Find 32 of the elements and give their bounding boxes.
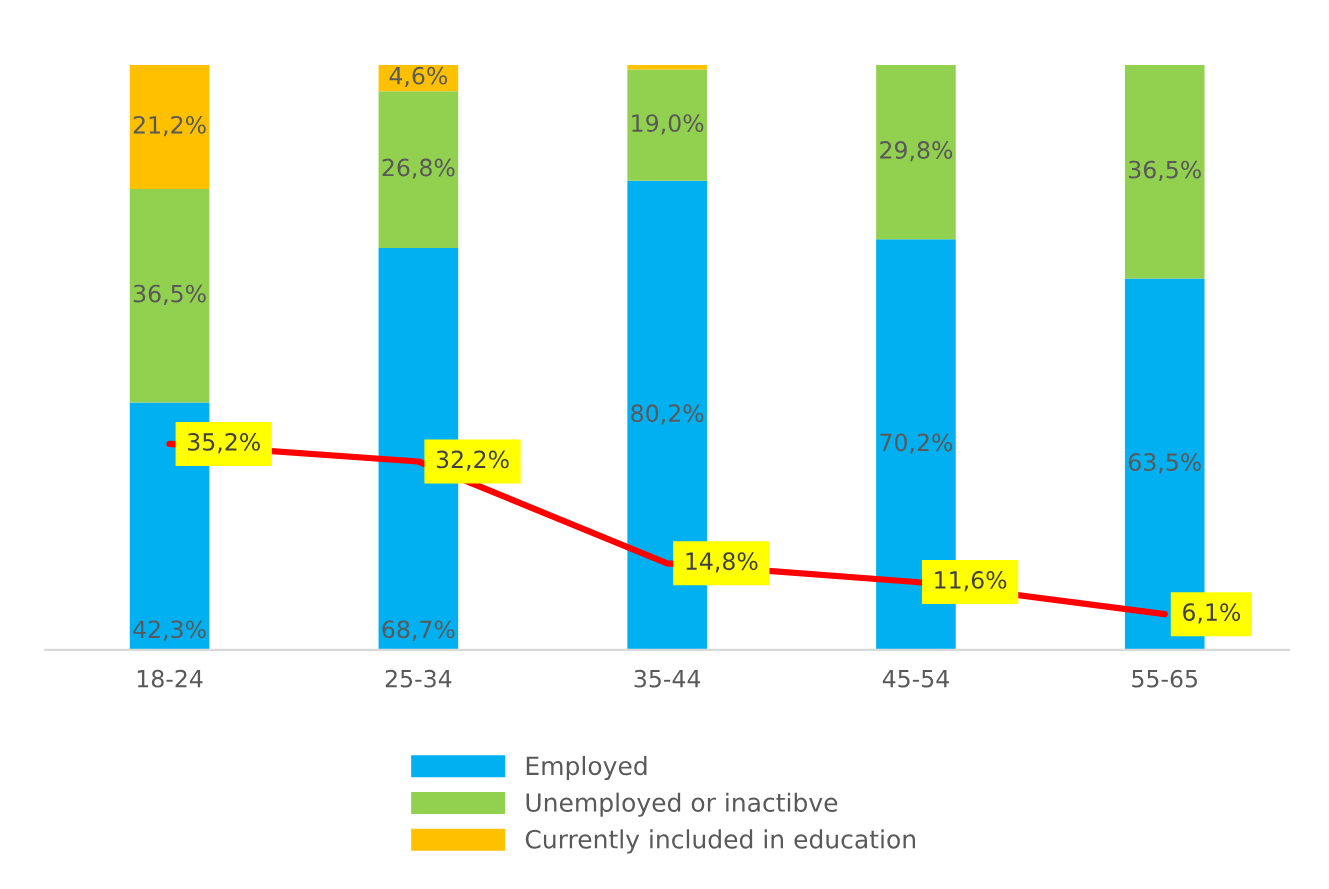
data-label: 36,5%: [133, 284, 206, 305]
bar: [129, 188, 210, 403]
legend-label: Unemployed or inactibve: [526, 792, 838, 817]
x-tick-label: 55-65: [1132, 669, 1197, 688]
data-label: 6,1%: [1183, 603, 1241, 624]
data-label: 26,8%: [382, 158, 455, 179]
data-label: 36,5%: [1129, 160, 1201, 181]
data-label: 63,5%: [1128, 453, 1201, 474]
x-tick-label: 35-44: [634, 669, 701, 688]
data-label: 11,6%: [935, 570, 1007, 592]
bar: [378, 91, 459, 248]
data-label: 42,3%: [133, 620, 206, 641]
bar: [627, 64, 707, 70]
data-label: 4,6%: [389, 66, 448, 88]
data-label: 70,2%: [880, 433, 953, 454]
bar: [876, 64, 956, 240]
x-tick-label: 45-54: [882, 670, 949, 688]
bar: [627, 69, 707, 181]
data-label: 19,0%: [632, 114, 704, 135]
bar: [129, 64, 210, 189]
data-label: 68,7%: [382, 620, 455, 641]
legend-label: Employed: [526, 755, 647, 781]
data-label: 21,2%: [133, 115, 206, 137]
data-label: 29,8%: [880, 141, 953, 162]
data-label: 35,2%: [188, 432, 260, 454]
data-label: 32,2%: [436, 450, 509, 471]
data-label: 14,8%: [686, 552, 758, 573]
data-label: 80,2%: [631, 404, 704, 425]
x-tick-label: 18-24: [137, 669, 203, 688]
legend-label: Currently included in education: [525, 829, 915, 854]
x-tick-label: 25-34: [385, 669, 452, 688]
bar: [1124, 64, 1205, 279]
